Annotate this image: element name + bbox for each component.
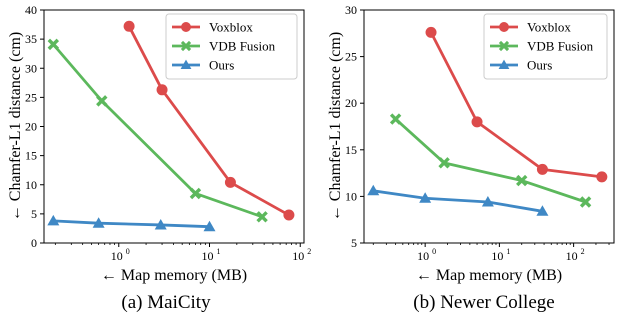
legend-label: Voxblox	[209, 20, 253, 35]
legend-item: Ours	[172, 58, 234, 73]
legend-item: Voxblox	[172, 20, 253, 35]
y-tick-label: 25	[345, 50, 357, 64]
y-axis-label: ← Chamfer-L1 distance (cm)	[327, 32, 344, 221]
data-point	[419, 192, 432, 203]
data-point	[498, 40, 510, 52]
series-line	[52, 43, 263, 219]
series-voxblox	[425, 26, 608, 183]
y-axis-label: ← Chamfer-L1 distance (cm)	[7, 32, 24, 221]
legend-box	[165, 13, 298, 80]
panel-caption: (b) Newer College	[413, 292, 554, 313]
data-point	[96, 95, 108, 107]
data-point	[123, 20, 135, 32]
data-point	[499, 22, 509, 32]
data-point	[536, 205, 549, 216]
data-point	[438, 157, 450, 169]
data-point	[180, 40, 192, 52]
x-tick-label: 10	[491, 249, 503, 263]
data-point	[283, 209, 295, 221]
data-point	[498, 59, 510, 70]
data-point	[154, 218, 167, 230]
data-point	[516, 174, 528, 187]
legend-box	[483, 13, 608, 80]
x-tick-exponent: 0	[126, 247, 130, 256]
series-voxblox	[123, 20, 295, 221]
x-tick-label: 10	[417, 249, 429, 263]
legend-label: Ours	[209, 58, 234, 73]
x-tick-exponent: 1	[217, 247, 221, 256]
x-tick-exponent: 2	[581, 247, 585, 256]
x-tick-label: 10	[566, 249, 578, 263]
legend-label: VDB Fusion	[527, 39, 594, 54]
y-tick-label: 20	[25, 120, 37, 134]
data-point	[92, 217, 105, 228]
legend: Voxblox VDB Fusion Ours	[483, 13, 608, 80]
data-point	[367, 184, 380, 196]
data-point	[579, 196, 592, 208]
data-point	[536, 163, 548, 175]
data-point	[224, 176, 236, 188]
data-point	[596, 171, 608, 183]
legend-label: Ours	[527, 58, 552, 73]
legend: Voxblox VDB Fusion Ours	[165, 13, 298, 80]
series-line	[373, 189, 543, 213]
y-tick-label: 15	[25, 149, 37, 163]
y-tick-label: 40	[25, 3, 37, 17]
data-point	[180, 59, 192, 70]
data-point	[203, 220, 216, 232]
y-tick-label: 20	[345, 96, 357, 110]
y-tick-label: 25	[25, 90, 37, 104]
series-vdb-fusion	[47, 38, 268, 223]
series-ours	[367, 184, 549, 216]
series-vdb-fusion	[389, 113, 592, 208]
x-axis-label: ← Map memory (MB)	[416, 267, 562, 284]
y-tick-label: 30	[25, 61, 37, 75]
data-point	[389, 113, 402, 125]
data-point	[181, 22, 191, 32]
y-tick-label: 30	[345, 3, 357, 17]
y-tick-label: 10	[25, 178, 37, 192]
series-line	[127, 25, 290, 217]
x-tick-exponent: 0	[432, 247, 436, 256]
data-point	[189, 187, 202, 200]
data-point	[47, 214, 60, 226]
data-point	[256, 211, 268, 223]
series-line	[53, 219, 210, 229]
legend-label: VDB Fusion	[209, 39, 276, 54]
data-point	[481, 195, 494, 207]
y-tick-label: 5	[31, 207, 37, 221]
series-line	[394, 118, 587, 204]
data-point	[47, 38, 60, 51]
x-tick-exponent: 1	[506, 247, 510, 256]
y-tick-label: 0	[31, 236, 37, 250]
plot-frame	[363, 9, 615, 244]
series-ours	[47, 214, 216, 232]
data-point	[156, 84, 168, 96]
x-tick-label: 10	[111, 249, 123, 263]
y-tick-label: 10	[345, 189, 357, 203]
x-axis-label: ← Map memory (MB)	[101, 267, 247, 284]
data-point	[471, 116, 483, 128]
x-tick-exponent: 2	[307, 247, 311, 256]
legend-label: Voxblox	[527, 20, 571, 35]
y-tick-label: 15	[345, 143, 357, 157]
y-tick-label: 35	[25, 32, 37, 46]
y-tick-label: 5	[351, 236, 357, 250]
legend-item: Voxblox	[490, 20, 571, 35]
x-tick-label: 10	[202, 249, 214, 263]
x-tick-label: 10	[292, 249, 304, 263]
panel-caption: (a) MaiCity	[121, 292, 211, 313]
legend-item: VDB Fusion	[172, 39, 276, 54]
series-line	[429, 31, 603, 179]
legend-item: VDB Fusion	[490, 39, 594, 54]
data-point	[425, 26, 437, 38]
legend-item: Ours	[490, 58, 552, 73]
